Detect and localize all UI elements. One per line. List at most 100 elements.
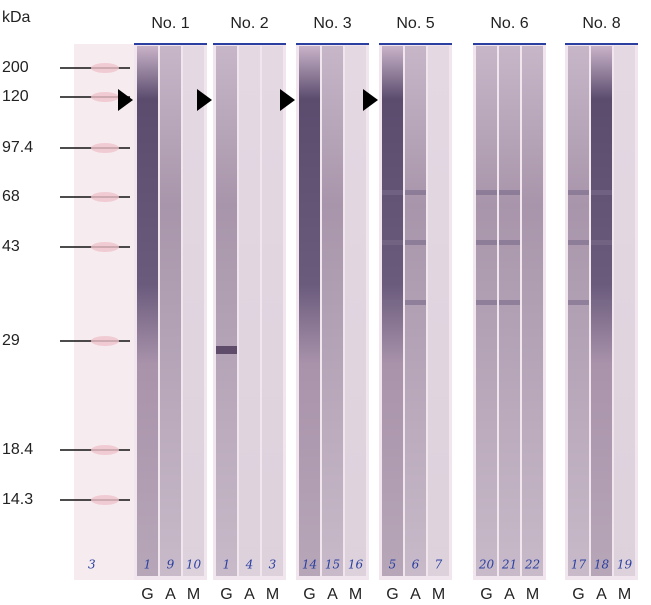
lane-number: 1: [223, 558, 231, 572]
band: [591, 240, 612, 245]
marker-band: [91, 192, 119, 202]
group-label: No. 2: [230, 15, 268, 32]
marker-band: [91, 495, 119, 505]
lane-number: 10: [186, 558, 202, 572]
lane-number: 14: [302, 558, 317, 572]
band: [476, 190, 497, 195]
lane-number: 7: [435, 558, 443, 572]
band: [568, 190, 589, 195]
marker-band: [91, 445, 119, 455]
band: [591, 190, 612, 195]
lane-number: 22: [524, 558, 540, 572]
arrowhead: [280, 89, 295, 111]
lane: [591, 46, 612, 576]
lane-number: 3: [269, 558, 277, 572]
lane-letter: A: [596, 586, 607, 603]
lane: [239, 46, 260, 576]
band: [216, 346, 237, 354]
lane: [160, 46, 181, 576]
band: [382, 300, 403, 305]
lane: [614, 46, 635, 576]
band: [499, 240, 520, 245]
band: [405, 190, 426, 195]
lane-letter: A: [244, 586, 255, 603]
marker-label: 200: [2, 59, 29, 76]
group-label: No. 8: [582, 15, 620, 32]
lane-number: 16: [348, 558, 364, 572]
marker-band: [91, 242, 119, 252]
lane-number: 19: [617, 558, 633, 572]
marker-label: 120: [2, 88, 29, 105]
lane-letter: G: [572, 586, 584, 603]
lane-number: 4: [245, 558, 254, 572]
lane-letter: M: [187, 586, 200, 603]
marker-label: 43: [2, 238, 20, 255]
band: [405, 300, 426, 305]
marker-band: [91, 143, 119, 153]
lane-letter: M: [266, 586, 279, 603]
lane-letter: G: [386, 586, 398, 603]
band: [499, 300, 520, 305]
lane: [262, 46, 283, 576]
lane: [345, 46, 366, 576]
lane-letter: G: [480, 586, 492, 603]
lane: [568, 46, 589, 576]
lane-number: 20: [478, 558, 495, 572]
lane: [299, 46, 320, 576]
band: [476, 300, 497, 305]
band: [476, 240, 497, 245]
band: [568, 240, 589, 245]
arrowhead: [363, 89, 378, 111]
lane: [499, 46, 520, 576]
arrowhead: [118, 89, 133, 111]
band: [405, 240, 426, 245]
lane-letter: G: [303, 586, 315, 603]
band: [499, 190, 520, 195]
lane: [382, 46, 403, 576]
lane-letter: M: [349, 586, 362, 603]
group-label: No. 5: [396, 15, 434, 32]
lane-letter: M: [526, 586, 539, 603]
lane-letter: M: [618, 586, 631, 603]
lane-number: 18: [594, 558, 610, 572]
arrowhead: [197, 89, 212, 111]
marker-band: [91, 63, 119, 73]
band: [382, 240, 403, 245]
lane-number: 17: [571, 558, 587, 572]
marker-strip: [74, 44, 136, 580]
lane-letter: A: [410, 586, 421, 603]
marker-label: 14.3: [2, 491, 33, 508]
lane: [428, 46, 449, 576]
lane-number: 21: [501, 558, 517, 572]
band: [591, 300, 612, 305]
lane-letter: G: [141, 586, 153, 603]
strip-number: 3: [88, 558, 96, 572]
lane: [183, 46, 204, 576]
lane-letter: G: [220, 586, 232, 603]
lane-letter: A: [504, 586, 515, 603]
lane-number: 1: [144, 558, 152, 572]
lane-letter: A: [327, 586, 338, 603]
band: [382, 190, 403, 195]
lane-letter: A: [165, 586, 176, 603]
lane-number: 15: [325, 558, 340, 572]
group-label: No. 3: [313, 15, 351, 32]
lane: [405, 46, 426, 576]
lane: [322, 46, 343, 576]
lane-letter: M: [432, 586, 445, 603]
group-label: No. 1: [151, 15, 189, 32]
marker-band: [91, 92, 119, 102]
lane: [216, 46, 237, 576]
lane: [476, 46, 497, 576]
marker-label: 18.4: [2, 441, 33, 458]
lane-number: 9: [167, 558, 175, 572]
marker-label: 29: [2, 332, 20, 349]
kda-label: kDa: [2, 9, 31, 26]
band: [568, 300, 589, 305]
lane: [522, 46, 543, 576]
lane: [137, 46, 158, 576]
marker-band: [91, 336, 119, 346]
lane-number: 6: [412, 558, 420, 572]
marker-label: 68: [2, 188, 20, 205]
